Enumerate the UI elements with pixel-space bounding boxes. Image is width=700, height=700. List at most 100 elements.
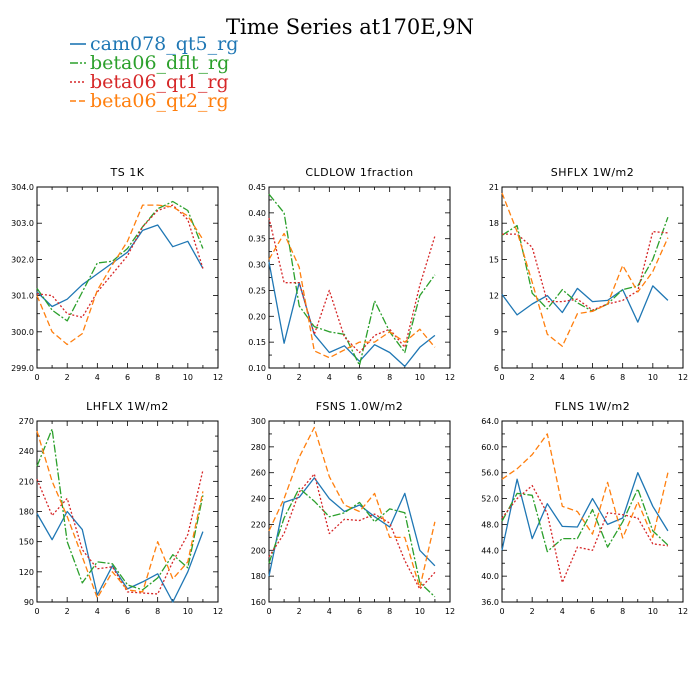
series-line-beta06_qt2_rg <box>36 430 204 599</box>
x-tick-label: 4 <box>95 607 100 616</box>
y-tick-label: 200 <box>251 546 266 555</box>
y-tick-label: 44.0 <box>481 546 499 555</box>
x-tick-label: 12 <box>678 607 688 616</box>
y-tick-label: 0.30 <box>248 261 266 270</box>
x-tick-label: 8 <box>620 373 625 382</box>
series-line-cam078_qt5_rg <box>501 285 669 323</box>
panel-4: LHFLX 1W/m2 0 2 4 6 8 10 12 90 120 150 180 210 240 270 <box>19 400 223 616</box>
y-tick-label: 64.0 <box>481 417 499 426</box>
y-tick-label: 0.20 <box>248 312 266 321</box>
x-tick-label: 8 <box>620 607 625 616</box>
y-tick-label: 180 <box>251 572 266 581</box>
legend-entry-beta06_dflt_rg: beta06_dflt_rg <box>70 52 229 74</box>
x-tick-label: 10 <box>183 373 193 382</box>
y-tick-label: 304.0 <box>11 183 34 192</box>
series-line-beta06_qt1_rg <box>268 217 436 354</box>
series-line-cam078_qt5_rg <box>36 510 204 603</box>
panel-title: LHFLX 1W/m2 <box>86 400 169 413</box>
x-tick-label: 2 <box>530 607 535 616</box>
y-tick-label: 210 <box>19 477 34 486</box>
y-tick-label: 120 <box>19 568 34 577</box>
y-tick-label: 0.45 <box>248 183 266 192</box>
y-tick-label: 21 <box>489 183 499 192</box>
y-tick-label: 0.35 <box>248 235 266 244</box>
x-tick-label: 6 <box>590 607 595 616</box>
x-tick-label: 6 <box>125 373 130 382</box>
legend-label: beta06_qt2_rg <box>90 90 229 112</box>
y-tick-label: 160 <box>251 598 266 607</box>
y-tick-label: 0.10 <box>248 364 266 373</box>
x-tick-label: 0 <box>34 607 39 616</box>
series-line-beta06_qt2_rg <box>268 426 436 589</box>
x-tick-label: 6 <box>125 607 130 616</box>
y-tick-label: 301.0 <box>11 292 34 301</box>
series-line-cam078_qt5_rg <box>36 224 204 308</box>
series-line-cam078_qt5_rg <box>501 472 669 551</box>
x-tick-label: 4 <box>95 373 100 382</box>
y-tick-label: 180 <box>19 508 34 517</box>
y-tick-label: 260 <box>251 469 266 478</box>
x-tick-label: 8 <box>155 607 160 616</box>
x-tick-label: 2 <box>530 373 535 382</box>
x-tick-label: 0 <box>499 607 504 616</box>
x-tick-label: 2 <box>297 373 302 382</box>
legend-label: beta06_dflt_rg <box>90 52 229 74</box>
series-line-beta06_qt2_rg <box>501 192 669 347</box>
x-tick-label: 4 <box>327 373 332 382</box>
y-tick-label: 280 <box>251 443 266 452</box>
y-tick-label: 303.0 <box>11 219 34 228</box>
series-line-beta06_dflt_rg <box>501 488 669 553</box>
y-tick-label: 36.0 <box>481 598 499 607</box>
x-tick-label: 12 <box>445 607 455 616</box>
panel-5: FSNS 1.0W/m2 0 2 4 6 8 10 12 160 180 200 220 240 260 2… <box>251 400 455 616</box>
series-line-cam078_qt5_rg <box>268 477 436 577</box>
x-tick-label: 2 <box>65 373 70 382</box>
x-tick-label: 0 <box>34 373 39 382</box>
series-line-beta06_qt1_rg <box>36 470 204 595</box>
panel-1: TS 1K 0 2 4 6 8 10 12 299.0 300.0 301.0 302.0 303.0 3… <box>11 166 223 382</box>
series-line-beta06_qt1_rg <box>36 204 204 318</box>
legend: cam078_qt5_rgbeta06_dflt_rgbeta06_qt1_rg… <box>70 33 238 112</box>
y-tick-label: 40.0 <box>481 572 499 581</box>
series-line-beta06_dflt_rg <box>36 200 204 322</box>
y-tick-label: 12 <box>489 292 499 301</box>
panel-3: SHFLX 1W/m2 0 2 4 6 8 10 12 6 9 12 15 18 21 <box>489 166 688 382</box>
panel-title: CLDLOW 1fraction <box>305 166 413 179</box>
x-tick-label: 6 <box>357 373 362 382</box>
y-tick-label: 300 <box>251 417 266 426</box>
y-tick-label: 18 <box>489 219 499 228</box>
x-tick-label: 4 <box>560 607 565 616</box>
panel-6: FLNS 1W/m2 0 2 4 6 8 10 12 36.0 40.0 44.0 48.0 52.0 5… <box>481 400 688 616</box>
x-tick-label: 10 <box>648 607 658 616</box>
series-line-beta06_qt2_rg <box>268 232 436 359</box>
y-tick-label: 300.0 <box>11 328 34 337</box>
x-tick-label: 2 <box>297 607 302 616</box>
plot-frame <box>36 186 219 369</box>
panel-title: TS 1K <box>110 166 145 179</box>
x-tick-label: 0 <box>266 607 271 616</box>
x-tick-label: 12 <box>445 373 455 382</box>
legend-entry-beta06_qt2_rg: beta06_qt2_rg <box>70 90 229 112</box>
y-tick-label: 9 <box>494 328 499 337</box>
panel-title: FLNS 1W/m2 <box>555 400 630 413</box>
series-line-beta06_qt2_rg <box>36 204 204 346</box>
panels-grid: TS 1K 0 2 4 6 8 10 12 299.0 300.0 301.0 302.0 303.0 3… <box>11 166 688 616</box>
series-line-beta06_qt2_rg <box>501 433 669 539</box>
x-tick-label: 0 <box>266 373 271 382</box>
series-line-beta06_dflt_rg <box>268 487 436 598</box>
legend-entry-beta06_qt1_rg: beta06_qt1_rg <box>70 71 229 93</box>
y-tick-label: 90 <box>24 598 34 607</box>
series-line-beta06_dflt_rg <box>36 428 204 591</box>
y-tick-label: 48.0 <box>481 520 499 529</box>
y-tick-label: 299.0 <box>11 364 34 373</box>
panel-title: FSNS 1.0W/m2 <box>316 400 404 413</box>
x-tick-label: 8 <box>387 607 392 616</box>
panel-2: CLDLOW 1fraction 0 2 4 6 8 10 12 0.10 0.15 0.20 0.2… <box>248 166 455 382</box>
y-tick-label: 52.0 <box>481 495 499 504</box>
y-tick-label: 0.15 <box>248 338 266 347</box>
x-tick-label: 0 <box>499 373 504 382</box>
legend-label: cam078_qt5_rg <box>90 33 238 55</box>
x-tick-label: 10 <box>648 373 658 382</box>
series-line-beta06_dflt_rg <box>268 193 436 367</box>
